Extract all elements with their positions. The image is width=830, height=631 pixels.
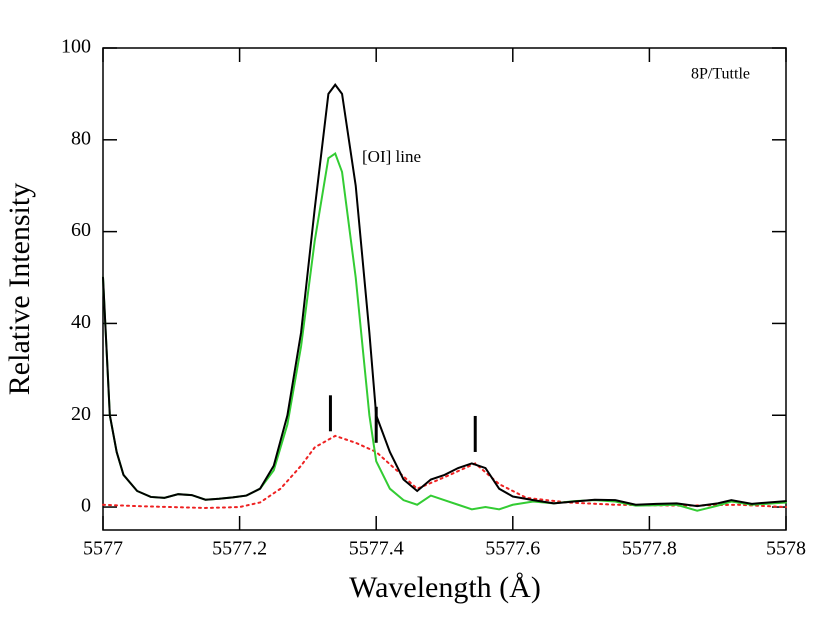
y-tick-label: 60 xyxy=(71,219,91,241)
x-tick-label: 5577.4 xyxy=(349,538,404,560)
x-axis-label: Wavelength (Å) xyxy=(349,571,541,604)
x-tick-label: 5577.2 xyxy=(212,538,267,560)
y-tick-label: 100 xyxy=(61,36,91,58)
x-tick-label: 5577.6 xyxy=(485,538,540,560)
y-tick-label: 80 xyxy=(71,127,91,149)
y-tick-label: 0 xyxy=(81,495,91,517)
x-tick-label: 5577.8 xyxy=(622,538,677,560)
y-axis-label: Relative Intensity xyxy=(3,183,36,395)
x-tick-label: 5578 xyxy=(766,538,806,560)
series-line xyxy=(102,152,787,512)
x-tick-label: 5577 xyxy=(83,538,123,560)
annotation: 8P/Tuttle xyxy=(691,66,750,83)
plot-frame xyxy=(102,47,787,531)
series-line xyxy=(102,434,787,509)
y-tick-label: 20 xyxy=(71,403,91,425)
annotation: [OI] line xyxy=(362,147,421,166)
y-tick-label: 40 xyxy=(71,311,91,333)
series-line xyxy=(102,83,787,508)
